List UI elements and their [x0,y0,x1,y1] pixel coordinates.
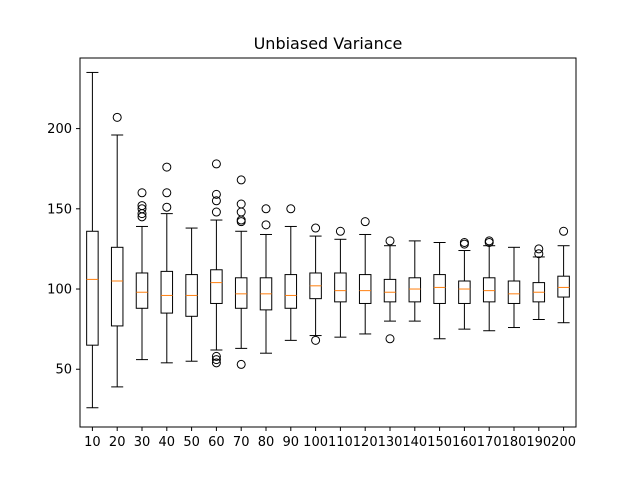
x-tick-label: 140 [402,435,427,450]
outlier-point [162,202,172,212]
outlier-point [335,226,345,236]
x-tick-label: 120 [353,435,378,450]
box-iqr [135,272,149,309]
outlier-point [162,188,172,198]
x-tick-label: 200 [551,435,576,450]
box-iqr [507,280,521,304]
x-tick-label: 180 [502,435,527,450]
outlier-point [211,207,221,217]
outlier-point [211,358,221,368]
box-iqr [408,277,422,303]
x-tick-label: 100 [303,435,328,450]
axes-frame [79,57,577,428]
x-tick-label: 90 [283,435,300,450]
outlier-point [236,199,246,209]
x-tick-label: 170 [477,435,502,450]
box-iqr [110,246,124,327]
outlier-point [211,355,221,365]
outlier-point [137,201,147,211]
outlier-point [534,244,544,254]
outlier-point [459,238,469,247]
chart-title: Unbiased Variance [254,34,403,53]
x-tick-label: 30 [134,435,151,450]
outlier-point [112,112,122,122]
box-iqr [383,278,397,303]
outlier-point [236,175,246,185]
outlier-point [559,226,569,236]
outlier-point [162,162,172,172]
x-tick-label: 20 [109,435,126,450]
x-tick-label: 160 [452,435,477,450]
outlier-point [311,335,321,345]
x-tick-label: 70 [233,435,250,450]
box-iqr [234,277,248,309]
y-tick-label: 100 [47,283,72,298]
x-tick-label: 60 [208,435,225,450]
x-tick-label: 10 [84,435,101,450]
outlier-point [311,223,321,233]
outlier-point [211,189,221,199]
box-iqr [458,280,471,304]
box-iqr [284,274,298,309]
outlier-point [261,220,271,230]
x-tick-label: 50 [183,435,200,450]
outlier-point [236,359,246,369]
box-iqr [210,269,223,304]
outlier-point [385,334,395,344]
outlier-point [211,196,221,206]
outlier-point [137,204,147,214]
y-tick-label: 200 [47,122,72,137]
box-iqr [358,274,372,304]
x-tick-label: 150 [427,435,452,450]
outlier-point [534,249,544,259]
outlier-point [261,204,271,214]
x-tick-label: 190 [526,435,551,450]
x-tick-label: 130 [378,435,403,450]
outlier-point [360,217,370,227]
outlier-point [211,159,221,169]
box-iqr [433,274,446,304]
box-iqr [482,277,496,303]
outlier-point [484,236,494,246]
box-iqr [557,275,570,298]
box-iqr [334,272,347,303]
y-tick-label: 150 [47,202,72,217]
outlier-point [211,351,221,361]
x-tick-label: 110 [328,435,353,450]
box-iqr [86,230,99,346]
outlier-point [286,204,296,214]
x-tick-label: 40 [159,435,176,450]
box-iqr [160,270,174,314]
outlier-point [385,236,395,246]
x-tick-label: 80 [258,435,275,450]
y-tick-label: 50 [55,363,72,378]
outlier-point [137,188,147,198]
